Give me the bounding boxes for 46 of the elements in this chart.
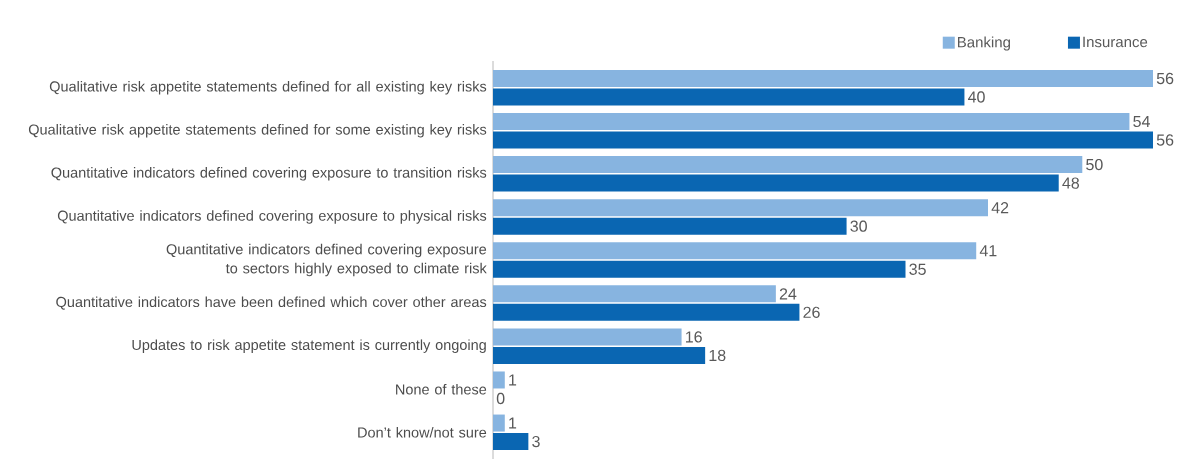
y-tick-label: Quantitative indicators have been defined which cover other areas [56,296,487,310]
bar [493,242,977,260]
data-label: 3 [532,435,540,448]
y-tick-label: Quantitative indicators defined covering exposure to sectors highly exposed to climate risk [166,243,487,277]
y-tick-label: Qualitative risk appetite statements defined for some existing key risks [28,124,487,138]
data-label: 54 [1133,115,1150,128]
data-label: 56 [1156,72,1174,85]
bar [493,113,1130,131]
bar [493,217,847,235]
legend-label: Banking [957,36,1010,51]
bar [493,285,776,303]
bar [493,346,706,364]
bar [493,131,1153,149]
bar [493,433,529,451]
legend-label: Insurance [1083,36,1148,48]
bar [493,328,682,346]
bar [493,414,505,432]
data-label: 30 [850,220,867,232]
data-label: 41 [979,245,997,257]
bar [493,371,505,389]
bar [493,69,1153,87]
y-tick-label: None of these [396,383,487,395]
bar [493,174,1059,192]
bar [493,260,906,278]
data-label: 1 [509,374,517,386]
bar [493,199,988,217]
bar [493,156,1083,174]
data-label: 50 [1086,158,1103,171]
y-tick-label: Don’t know/not sure [358,426,487,438]
data-label: 0 [496,392,505,405]
y-tick-label: Updates to risk appetite statement is currently ongoing [132,339,486,353]
bar [493,303,800,321]
data-label: 24 [779,288,797,300]
data-label: 48 [1062,177,1080,189]
y-tick-label: Quantitative indicators defined covering exposure to transition risks [51,167,487,181]
data-label: 56 [1156,134,1174,146]
data-label: 18 [709,349,726,362]
data-label: 26 [803,306,820,318]
data-label: 16 [685,331,702,343]
y-tick-label: Qualitative risk appetite statements defined for all existing key risks [49,80,487,95]
data-label: 1 [509,417,517,429]
bar [493,88,965,106]
y-tick-label: Quantitative indicators defined covering exposure to physical risks [57,210,487,224]
data-label: 40 [968,91,985,103]
data-label: 35 [909,263,926,275]
data-label: 42 [991,202,1009,214]
